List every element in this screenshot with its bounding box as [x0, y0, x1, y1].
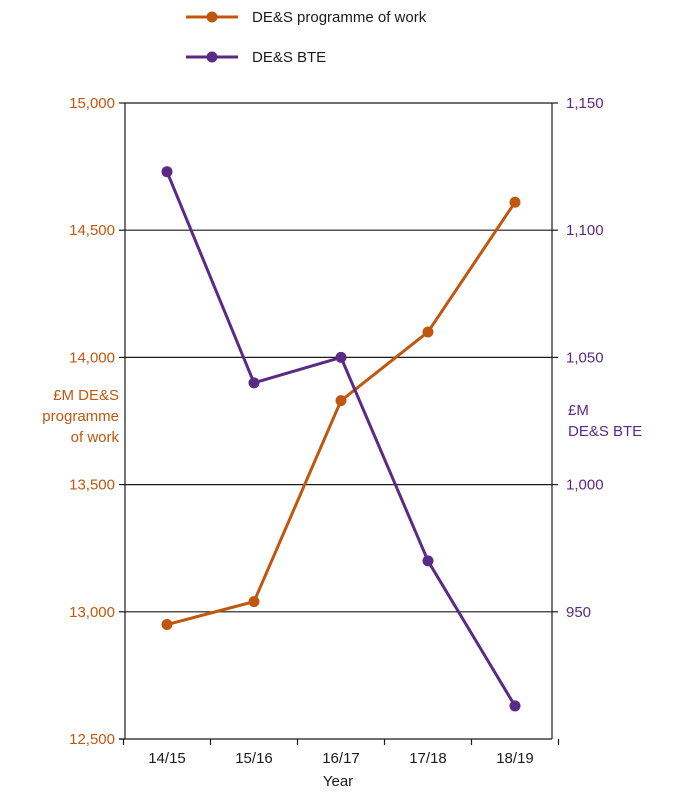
de-s-bte-point [248, 377, 260, 389]
right-axis-title-line: DE&S BTE [568, 423, 642, 440]
right-axis-title-line: £M [568, 402, 589, 419]
right-tick-label: 1,150 [566, 95, 604, 112]
left-tick-label: 14,000 [69, 349, 115, 366]
de-s-programme-of-work-point [161, 619, 173, 631]
legend-marker-de-s-programme-of-work [206, 11, 218, 23]
x-axis-title: Year [323, 773, 353, 790]
de-s-programme-of-work-line [166, 201, 517, 626]
legend-marker-de-s-bte [206, 51, 218, 63]
left-axis-title-line: of work [71, 429, 120, 446]
legend-label-de-s-bte: DE&S BTE [252, 49, 326, 66]
axis-titles: Year £M DE&S programme of work £M DE&S BTE [42, 387, 642, 790]
axes [119, 103, 553, 740]
de-s-programme-of-work-point [335, 395, 347, 407]
de-s-bte-point [422, 555, 434, 567]
legend: DE&S programme of work DE&S BTE [186, 9, 427, 66]
x-tick-label: 14/15 [148, 750, 186, 767]
right-tick-label: 950 [566, 604, 591, 621]
x-tick-label: 17/18 [409, 750, 447, 767]
de-s-bte-line [165, 171, 517, 707]
right-tick-label: 1,100 [566, 222, 604, 239]
de-s-bte-point [335, 351, 347, 363]
de-s-bte-point [509, 700, 521, 712]
de-s-programme-of-work-point [509, 196, 521, 208]
de-s-programme-of-work-point [248, 596, 260, 608]
left-tick-label: 13,000 [69, 604, 115, 621]
series [161, 166, 521, 712]
left-axis-title-line: programme [42, 408, 119, 425]
legend-label-de-s-programme-of-work: DE&S programme of work [252, 9, 427, 26]
x-tick-label: 16/17 [322, 750, 360, 767]
left-tick-label: 15,000 [69, 95, 115, 112]
tick-labels: 12,500 13,000 13,500 14,000 14,500 15,000 950 1… [69, 95, 603, 767]
right-tick-label: 1,050 [566, 349, 604, 366]
x-tick-label: 15/16 [235, 750, 273, 767]
de-s-programme-of-work-point [422, 326, 434, 338]
x-tick-label: 18/19 [496, 750, 534, 767]
de-s-bte-point [161, 166, 173, 178]
right-tick-label: 1,000 [566, 477, 604, 494]
left-axis-title-line: £M DE&S [53, 387, 119, 404]
left-tick-label: 12,500 [69, 731, 115, 748]
left-tick-label: 14,500 [69, 222, 115, 239]
left-tick-label: 13,500 [69, 477, 115, 494]
